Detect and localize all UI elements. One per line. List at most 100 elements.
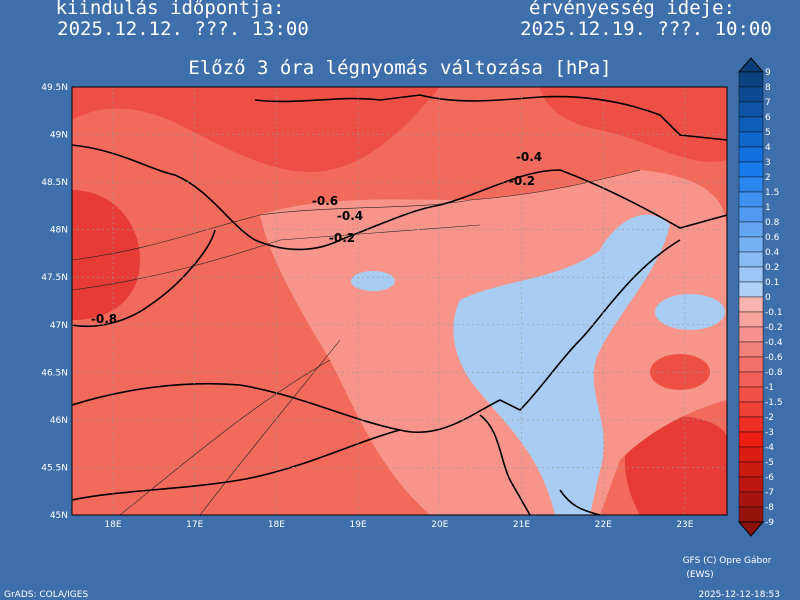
lon-label: 22E bbox=[595, 520, 612, 530]
colorbar-label: 8 bbox=[765, 83, 771, 93]
field-positive bbox=[655, 294, 725, 330]
lon-label: 21E bbox=[513, 520, 530, 530]
colorbar-cell bbox=[738, 446, 764, 463]
contour-label: -0.6 bbox=[312, 194, 338, 208]
labels: 49.5N 49N 48.5N 48N 47.5N 47N 46.5N 46N 45.5N 45N… bbox=[41, 83, 694, 530]
colorbar-label: -8 bbox=[765, 503, 774, 513]
colorbar-arrow bbox=[737, 57, 765, 73]
credit: GFS (C) Opre Gábor bbox=[683, 556, 772, 566]
map-field bbox=[71, 86, 728, 516]
colorbar-label: 1 bbox=[765, 203, 771, 213]
colorbar-cell bbox=[738, 176, 764, 193]
colorbar-cell bbox=[738, 146, 764, 163]
colorbar-label: -3 bbox=[765, 428, 774, 438]
colorbar-cell bbox=[738, 266, 764, 283]
field-dark bbox=[650, 354, 710, 390]
colorbar-cell bbox=[738, 341, 764, 358]
colorbar-label: -0.1 bbox=[765, 308, 783, 318]
colorbar-label: 9 bbox=[765, 68, 771, 78]
colorbar-cell bbox=[738, 281, 764, 298]
colorbar-label: -0.4 bbox=[765, 338, 783, 348]
colorbar-cell bbox=[738, 431, 764, 448]
contour-label: -0.2 bbox=[329, 231, 355, 245]
colorbar-cell bbox=[738, 401, 764, 418]
colorbar-label: -0.2 bbox=[765, 323, 783, 333]
colorbar-label: 5 bbox=[765, 128, 771, 138]
colorbar-cell bbox=[738, 326, 764, 343]
colorbar-label: -9 bbox=[765, 518, 774, 528]
map-title: Előző 3 óra légnyomás változása [hPa] bbox=[188, 57, 611, 79]
software: GrADS: COLA/IGES bbox=[4, 590, 88, 600]
colorbar-label: 0.4 bbox=[765, 248, 780, 258]
lon-label: 18E bbox=[104, 520, 121, 530]
colorbar-cell bbox=[738, 491, 764, 508]
colorbar-cell bbox=[738, 116, 764, 133]
valid-time: 2025.12.19. ???. 10:00 bbox=[520, 18, 772, 40]
init-label: kiindulás időpontja: bbox=[56, 0, 285, 19]
colorbar-cell bbox=[738, 101, 764, 118]
colorbar-cell bbox=[738, 71, 764, 88]
contour-label: -0.8 bbox=[91, 312, 117, 326]
field-dark bbox=[625, 416, 727, 515]
colorbar-label: 7 bbox=[765, 98, 771, 108]
colorbar-label: -0.8 bbox=[765, 368, 783, 378]
colorbar-label: -1 bbox=[765, 383, 774, 393]
colorbar-cell bbox=[738, 221, 764, 238]
lat-label: 45N bbox=[50, 511, 68, 521]
colorbar-label: -1.5 bbox=[765, 398, 783, 408]
valid-label: érvényesség ideje: bbox=[529, 0, 735, 19]
colorbar-label: 1.5 bbox=[765, 188, 779, 198]
lat-label: 48N bbox=[50, 226, 68, 236]
colorbar-cell bbox=[738, 191, 764, 208]
colorbar-label: 3 bbox=[765, 158, 771, 168]
colorbar-cell bbox=[738, 206, 764, 223]
colorbar-label: 2 bbox=[765, 173, 771, 183]
contour-label: -0.4 bbox=[337, 209, 363, 223]
colorbar-cell bbox=[738, 86, 764, 103]
colorbar-cell bbox=[738, 416, 764, 433]
contours bbox=[72, 169, 641, 515]
lat-label: 47.5N bbox=[41, 273, 68, 283]
colorbar-label: 4 bbox=[765, 143, 771, 153]
colorbar-cell bbox=[738, 161, 764, 178]
colorbar-cell bbox=[738, 251, 764, 268]
lat-label: 46N bbox=[50, 416, 68, 426]
colorbar-label: -0.6 bbox=[765, 353, 783, 363]
contour-label: -0.2 bbox=[509, 174, 535, 188]
field-dark bbox=[72, 87, 440, 172]
colorbar-label: 0.2 bbox=[765, 263, 779, 273]
colorbar-label: 0.8 bbox=[765, 218, 780, 228]
grid bbox=[72, 87, 727, 515]
lon-label: 18E bbox=[268, 520, 285, 530]
lat-label: 46.5N bbox=[41, 368, 68, 378]
lon-label: 19E bbox=[350, 520, 367, 530]
field-positive bbox=[453, 214, 670, 515]
colorbar-label: -6 bbox=[765, 473, 774, 483]
colorbar-label: -2 bbox=[765, 413, 774, 423]
credit-sub: (EWS) bbox=[686, 570, 713, 580]
lon-label: 17E bbox=[186, 520, 203, 530]
lat-label: 47N bbox=[50, 321, 68, 331]
lat-label: 49.5N bbox=[41, 83, 68, 93]
colorbar-cell bbox=[738, 236, 764, 253]
field-dark bbox=[540, 87, 727, 163]
colorbar-label: -5 bbox=[765, 458, 774, 468]
colorbar-label: -7 bbox=[765, 488, 774, 498]
colorbar-cell bbox=[738, 131, 764, 148]
lat-label: 48.5N bbox=[41, 178, 68, 188]
colorbar-cell bbox=[738, 371, 764, 388]
colorbar: 9 8 7 6 5 4 3 2 1.5 1 0.8 0.6 0.4 0.2 0.1 0 -0.1 -0.2 -0.4… bbox=[737, 57, 783, 537]
map-frame bbox=[71, 86, 728, 516]
colorbar-cell bbox=[738, 476, 764, 493]
colorbar-cell bbox=[738, 386, 764, 403]
colorbar-cell bbox=[738, 296, 764, 313]
lon-label: 20E bbox=[431, 520, 448, 530]
colorbar-label: 0 bbox=[765, 293, 771, 303]
colorbar-cell bbox=[738, 506, 764, 523]
colorbar-label: 6 bbox=[765, 113, 771, 123]
lat-label: 49N bbox=[50, 131, 68, 141]
colorbar-cell bbox=[738, 311, 764, 328]
lon-label: 23E bbox=[676, 520, 693, 530]
field-positive bbox=[351, 271, 395, 291]
